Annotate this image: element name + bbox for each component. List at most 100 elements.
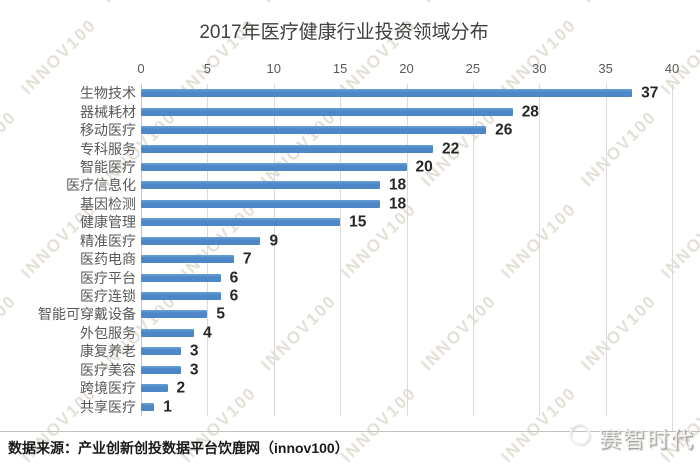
table-row: 康复养老 3 xyxy=(0,342,700,360)
x-axis-tick-label: 30 xyxy=(532,61,547,76)
gridline xyxy=(672,84,673,431)
category-label: 智能可穿戴设备 xyxy=(38,306,136,323)
value-label: 6 xyxy=(229,287,239,305)
category-label: 移动医疗 xyxy=(80,122,136,139)
x-axis-tick-label: 25 xyxy=(465,61,481,76)
table-row: 医疗平台 6 xyxy=(0,268,700,286)
value-label: 4 xyxy=(203,324,212,342)
bar xyxy=(141,384,168,393)
value-label: 18 xyxy=(388,195,407,213)
table-row: 外包服务 4 xyxy=(0,324,700,342)
bar xyxy=(141,310,208,319)
bar xyxy=(141,199,380,208)
bar xyxy=(141,89,633,98)
category-label: 医疗平台 xyxy=(80,269,136,286)
bar xyxy=(141,107,513,116)
background-watermark-text: INNOV100 xyxy=(417,0,501,7)
bar xyxy=(141,162,407,171)
bar xyxy=(141,144,434,153)
value-label: 1 xyxy=(163,397,172,415)
gridline xyxy=(406,84,408,416)
category-label: 智能医疗 xyxy=(80,158,136,175)
category-label: 外包服务 xyxy=(80,324,136,341)
category-label: 共享医疗 xyxy=(80,398,136,415)
value-label: 26 xyxy=(495,121,513,139)
category-label: 器械耗材 xyxy=(80,103,136,120)
table-row: 医疗美容 3 xyxy=(0,361,700,379)
x-axis-tick-label: 15 xyxy=(332,61,348,76)
bar-rows: 生物技术 37 器械耗材 28 移动医疗 26 专科服务 22 智能医疗 20 医疗信息化 18 基因检… xyxy=(0,84,700,416)
value-label: 3 xyxy=(189,342,199,360)
gridline xyxy=(605,84,607,416)
background-watermark-text: INNOV100 xyxy=(577,0,661,7)
value-label: 6 xyxy=(229,268,239,286)
value-label: 3 xyxy=(189,361,199,379)
footer-divider xyxy=(0,431,700,432)
data-source: 数据来源：产业创新创投数据平台饮鹿网（innov100） xyxy=(8,440,349,456)
table-row: 基因检测 18 xyxy=(0,195,700,213)
brand-logo-icon xyxy=(566,421,594,454)
x-axis-tick-label: 35 xyxy=(598,61,613,76)
value-label: 22 xyxy=(442,139,460,157)
value-label: 20 xyxy=(415,158,433,176)
bar xyxy=(141,126,487,135)
table-row: 专科服务 22 xyxy=(0,139,700,157)
bar xyxy=(141,236,261,245)
value-label: 5 xyxy=(216,305,225,323)
bar xyxy=(141,273,221,282)
brand-logo-text: 赛智时代 xyxy=(599,426,696,452)
table-row: 精准医疗 9 xyxy=(0,232,700,250)
category-label: 生物技术 xyxy=(80,85,136,102)
bar xyxy=(141,402,155,411)
x-axis-tick-label: 40 xyxy=(664,61,680,76)
table-row: 健康管理 15 xyxy=(0,213,700,231)
gridline xyxy=(340,84,342,416)
value-label: 28 xyxy=(521,102,539,120)
background-watermark-text: INNOV100 xyxy=(0,0,21,7)
gridline xyxy=(539,84,541,416)
category-label: 医疗连锁 xyxy=(80,288,136,305)
bar xyxy=(141,292,221,301)
table-row: 移动医疗 26 xyxy=(0,121,700,139)
category-label: 精准医疗 xyxy=(80,232,136,249)
table-row: 医疗连锁 6 xyxy=(0,287,700,305)
category-label: 康复养老 xyxy=(80,343,136,360)
x-axis-tick-label: 5 xyxy=(203,61,211,76)
table-row: 智能医疗 20 xyxy=(0,158,700,176)
bar xyxy=(141,347,181,356)
category-label: 专科服务 xyxy=(80,140,136,157)
x-axis-tick-label: 20 xyxy=(399,61,414,76)
bar xyxy=(141,365,181,374)
category-label: 医疗美容 xyxy=(80,361,136,378)
gridline xyxy=(472,84,474,416)
category-label: 基因检测 xyxy=(80,195,136,212)
value-label: 9 xyxy=(269,231,279,249)
gridline xyxy=(141,84,142,416)
table-row: 共享医疗 1 xyxy=(0,397,700,415)
table-row: 智能可穿戴设备 5 xyxy=(0,305,700,323)
bar xyxy=(141,255,234,264)
category-label: 医疗信息化 xyxy=(66,177,136,194)
x-axis-tick-label: 0 xyxy=(137,61,145,76)
value-label: 37 xyxy=(641,84,659,102)
value-label: 15 xyxy=(349,213,367,231)
gridline xyxy=(207,84,209,416)
table-row: 医药电商 7 xyxy=(0,250,700,268)
table-row: 生物技术 37 xyxy=(0,84,700,102)
table-row: 器械耗材 28 xyxy=(0,102,700,120)
category-label: 医药电商 xyxy=(80,251,136,268)
value-label: 7 xyxy=(242,250,252,268)
bar xyxy=(141,328,195,337)
bar xyxy=(141,181,380,190)
table-row: 医疗信息化 18 xyxy=(0,176,700,194)
category-label: 跨境医疗 xyxy=(80,380,136,397)
category-label: 健康管理 xyxy=(80,214,136,231)
x-axis-tick-label: 10 xyxy=(266,61,281,76)
brand-watermark: 赛智时代 xyxy=(566,421,695,454)
gridline xyxy=(273,84,275,416)
bar xyxy=(141,218,341,227)
background-watermark-text: INNOV100 xyxy=(97,0,181,7)
table-row: 跨境医疗 2 xyxy=(0,379,700,397)
gridlines xyxy=(141,84,673,431)
background-watermark-text: INNOV100 xyxy=(257,0,341,7)
